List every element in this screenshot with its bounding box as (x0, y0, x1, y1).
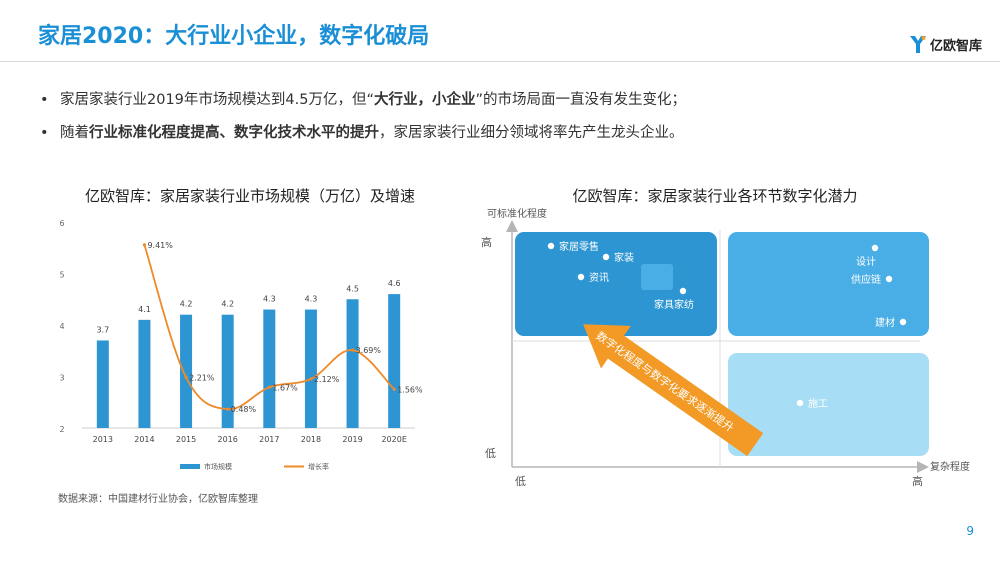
growth-point (142, 243, 147, 247)
x-low-label: 低 (515, 475, 526, 488)
y-low-label: 低 (485, 447, 496, 460)
trend-arrow-shape (583, 324, 764, 457)
y-tick-label: 5 (59, 271, 64, 280)
y-high-label: 高 (481, 235, 492, 249)
segment-label: 供应链 (851, 273, 881, 286)
bar-value-label: 4.2 (221, 300, 234, 309)
x-tick-label: 2016 (218, 435, 238, 444)
logo-icon (909, 36, 926, 53)
bar-value-label: 4.1 (138, 305, 151, 314)
growth-point (309, 377, 313, 381)
bar-value-label: 3.7 (96, 325, 109, 334)
segment-point (679, 287, 687, 295)
highlight-mark (641, 264, 673, 290)
x-tick-label: 2020E (381, 435, 406, 444)
bar-value-label: 4.3 (305, 295, 318, 304)
segment-label: 施工 (808, 397, 828, 410)
segment-point (602, 253, 610, 261)
data-source: 数据来源：中国建材行业协会，亿欧智库整理 (58, 494, 258, 505)
y-tick-label: 3 (59, 374, 64, 383)
growth-value-label: 1.67% (272, 383, 298, 392)
y-tick-label: 6 (59, 219, 64, 228)
segment-label: 家装 (614, 251, 634, 264)
growth-point (184, 375, 188, 379)
page-number: 9 (966, 524, 974, 538)
growth-point (267, 385, 271, 389)
bar-market-size (304, 309, 317, 428)
logo-text: 亿欧智库 (929, 38, 982, 54)
segment-point (885, 275, 893, 283)
x-tick-label: 2014 (134, 435, 154, 444)
market-chart-title: 亿欧智库：家居家装行业市场规模（万亿）及增速 (84, 187, 415, 205)
brand-logo: 亿欧智库 (909, 34, 982, 54)
quadrant-bottom-right (728, 353, 929, 456)
segment-label: 建材 (875, 316, 895, 329)
quadrant-chart-title: 亿欧智库：家居家装行业各环节数字化潜力 (572, 187, 858, 205)
segment-point (796, 399, 804, 407)
bar-value-label: 4.2 (180, 300, 193, 309)
x-high-label: 高 (912, 474, 923, 488)
legend-line-label: 增长率 (308, 462, 329, 471)
growth-value-label: 2.12% (314, 375, 340, 384)
x-tick-label: 2013 (93, 435, 113, 444)
segment-label: 设计 (856, 255, 876, 268)
bar-value-label: 4.6 (388, 279, 401, 288)
bar-market-size (138, 319, 151, 428)
segment-point (577, 273, 585, 281)
bullet-list: • 家居家装行业2019年市场规模达到4.5万亿，但“大行业，小企业”的市场局面一… (40, 88, 686, 154)
segment-label: 家居零售 (559, 240, 599, 253)
segment-label: 资讯 (589, 272, 609, 284)
bullet-item-1: • 家居家装行业2019年市场规模达到4.5万亿，但“大行业，小企业”的市场局面一… (40, 92, 686, 108)
page-title: 家居2020：大行业小企业，数字化破局 (38, 24, 430, 49)
growth-value-label: 3.69% (356, 346, 382, 355)
segment-point (899, 318, 907, 326)
growth-value-label: 9.41% (147, 241, 173, 250)
y-tick-label: 2 (59, 425, 64, 434)
quadrant-top-right (728, 232, 929, 336)
growth-value-label: 2.21% (189, 373, 215, 382)
x-axis-label: 复杂程度 (930, 460, 970, 473)
segment-point (547, 242, 555, 250)
y-tick-label: 4 (59, 322, 64, 331)
quadrant-top-left (515, 232, 717, 336)
market-size-chart: 2 3 4 5 6 3.7 2013 4.1 2014 4.2 2015 4.2 2016 4.3 2017… (59, 219, 423, 471)
bar-market-size (180, 314, 193, 428)
bar-market-size (346, 299, 359, 428)
segment-point (871, 244, 879, 252)
bar-value-label: 4.5 (346, 284, 359, 293)
bar-value-label: 4.3 (263, 295, 276, 304)
growth-value-label: 1.56% (397, 385, 423, 394)
x-tick-label: 2018 (301, 435, 321, 444)
trend-arrow-label: 数字化程度与数字化要求逐渐提升 (593, 329, 736, 435)
growth-point (392, 387, 396, 391)
growth-point (350, 348, 355, 352)
x-tick-label: 2017 (259, 435, 279, 444)
bar-market-size (221, 314, 234, 428)
bar-market-size (263, 309, 276, 428)
y-axis-label: 可标准化程度 (487, 207, 547, 220)
bar-market-size (96, 340, 109, 428)
segment-label: 家具家纺 (654, 298, 694, 311)
trend-arrow (583, 324, 764, 457)
legend-bar-swatch (180, 464, 200, 469)
header-divider (0, 61, 1000, 62)
growth-value-label: 0.48% (231, 405, 257, 414)
x-tick-label: 2019 (342, 435, 362, 444)
growth-point (226, 407, 230, 411)
bar-market-size (388, 294, 401, 428)
bullet-item-2: • 随着行业标准化程度提高、数字化技术水平的提升，家居家装行业细分领域将率先产生龙… (40, 125, 684, 141)
legend-bar-label: 市场规模 (204, 462, 232, 471)
x-tick-label: 2015 (176, 435, 196, 444)
